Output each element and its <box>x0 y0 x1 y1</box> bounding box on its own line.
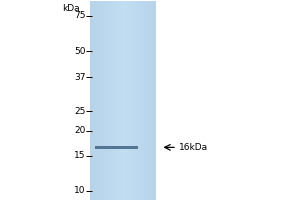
Bar <box>94 146 138 149</box>
Text: kDa: kDa <box>62 4 80 13</box>
Text: 75: 75 <box>74 11 85 20</box>
Text: 15: 15 <box>74 151 85 160</box>
Text: 10: 10 <box>74 186 85 195</box>
Text: 20: 20 <box>74 126 85 135</box>
Text: 37: 37 <box>74 73 85 82</box>
Text: 25: 25 <box>74 107 85 116</box>
Text: 16kDa: 16kDa <box>178 143 208 152</box>
Text: 50: 50 <box>74 47 85 56</box>
